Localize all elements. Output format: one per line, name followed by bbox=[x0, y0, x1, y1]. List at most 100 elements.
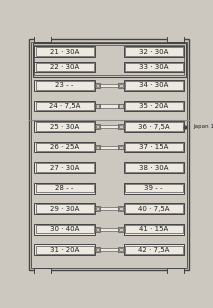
Bar bbox=[124, 224, 184, 235]
Text: 30 · 40A: 30 · 40A bbox=[50, 226, 79, 232]
Bar bbox=[96, 125, 99, 128]
Bar bbox=[96, 104, 99, 107]
Bar bbox=[119, 248, 123, 251]
Bar bbox=[124, 80, 184, 91]
Bar bbox=[119, 207, 123, 210]
Bar bbox=[34, 35, 51, 42]
Bar bbox=[33, 43, 186, 77]
Bar bbox=[124, 101, 184, 111]
Bar bbox=[34, 162, 95, 173]
Bar bbox=[100, 248, 118, 251]
Bar bbox=[36, 205, 94, 213]
Bar bbox=[34, 183, 95, 193]
Bar bbox=[100, 228, 118, 231]
Text: Japan 15 A: Japan 15 A bbox=[193, 124, 213, 129]
Bar bbox=[124, 244, 184, 255]
Text: 25 · 30A: 25 · 30A bbox=[50, 124, 79, 130]
Bar bbox=[34, 224, 95, 235]
Bar bbox=[100, 207, 118, 210]
Text: 22 · 30A: 22 · 30A bbox=[50, 64, 79, 70]
Text: 34 · 30A: 34 · 30A bbox=[139, 83, 168, 88]
Bar bbox=[125, 143, 183, 151]
Bar bbox=[36, 47, 94, 56]
Bar bbox=[125, 81, 183, 90]
Text: 26 · 25A: 26 · 25A bbox=[50, 144, 79, 150]
Bar bbox=[119, 145, 123, 149]
Bar bbox=[100, 84, 118, 87]
Bar bbox=[167, 268, 184, 274]
Bar bbox=[125, 245, 183, 254]
Bar bbox=[34, 101, 95, 111]
Bar bbox=[124, 46, 184, 57]
Bar bbox=[96, 248, 99, 251]
Bar bbox=[36, 102, 94, 110]
Text: 23 - -: 23 - - bbox=[55, 83, 74, 88]
Bar bbox=[118, 206, 124, 211]
Text: 31 · 20A: 31 · 20A bbox=[50, 247, 79, 253]
Bar bbox=[34, 45, 184, 75]
Bar bbox=[125, 225, 183, 233]
Bar bbox=[118, 124, 124, 129]
Bar bbox=[96, 207, 99, 210]
Bar bbox=[36, 245, 94, 254]
Bar bbox=[36, 163, 94, 172]
Bar bbox=[95, 104, 100, 108]
Text: 28 - -: 28 - - bbox=[55, 185, 74, 191]
Text: 39 - -: 39 - - bbox=[144, 185, 163, 191]
Bar bbox=[125, 205, 183, 213]
Bar bbox=[95, 206, 100, 211]
Bar bbox=[34, 268, 51, 274]
Bar bbox=[95, 145, 100, 149]
Bar bbox=[34, 244, 95, 255]
Text: 37 · 15A: 37 · 15A bbox=[139, 144, 168, 150]
Bar bbox=[95, 83, 100, 88]
Bar bbox=[118, 83, 124, 88]
Bar bbox=[119, 125, 123, 128]
Bar bbox=[119, 84, 123, 87]
Bar bbox=[167, 35, 184, 42]
Bar bbox=[36, 225, 94, 233]
Bar bbox=[124, 142, 184, 152]
Bar bbox=[125, 184, 183, 192]
Bar bbox=[125, 163, 183, 172]
Bar bbox=[95, 247, 100, 252]
Text: 32 · 30A: 32 · 30A bbox=[139, 49, 168, 55]
Bar bbox=[124, 162, 184, 173]
Bar bbox=[95, 124, 100, 129]
Bar bbox=[36, 143, 94, 151]
Bar bbox=[36, 81, 94, 90]
Bar bbox=[125, 47, 183, 56]
Bar bbox=[100, 145, 118, 149]
Bar bbox=[118, 145, 124, 149]
Bar bbox=[100, 125, 118, 128]
Bar bbox=[125, 102, 183, 110]
Bar bbox=[124, 121, 184, 132]
Text: 24 · 7,5A: 24 · 7,5A bbox=[49, 103, 80, 109]
Bar bbox=[96, 228, 99, 231]
Bar bbox=[124, 183, 184, 193]
Bar bbox=[100, 104, 118, 107]
Bar bbox=[34, 142, 95, 152]
Text: 41 · 15A: 41 · 15A bbox=[139, 226, 168, 232]
Text: 38 · 30A: 38 · 30A bbox=[139, 164, 168, 171]
Text: 35 · 20A: 35 · 20A bbox=[139, 103, 168, 109]
Bar bbox=[118, 227, 124, 232]
Bar bbox=[36, 122, 94, 131]
Bar bbox=[118, 104, 124, 108]
Bar bbox=[36, 184, 94, 192]
Bar bbox=[95, 227, 100, 232]
Bar bbox=[34, 62, 95, 72]
Bar bbox=[124, 203, 184, 214]
Bar bbox=[34, 46, 95, 57]
Bar bbox=[34, 80, 95, 91]
Bar bbox=[96, 145, 99, 149]
Bar bbox=[96, 84, 99, 87]
Bar bbox=[125, 63, 183, 71]
Bar bbox=[36, 63, 94, 71]
Text: 40 · 7,5A: 40 · 7,5A bbox=[138, 206, 170, 212]
Text: 27 · 30A: 27 · 30A bbox=[50, 164, 79, 171]
Text: 29 · 30A: 29 · 30A bbox=[50, 206, 79, 212]
Bar bbox=[124, 62, 184, 72]
Bar bbox=[34, 121, 95, 132]
Bar bbox=[125, 122, 183, 131]
